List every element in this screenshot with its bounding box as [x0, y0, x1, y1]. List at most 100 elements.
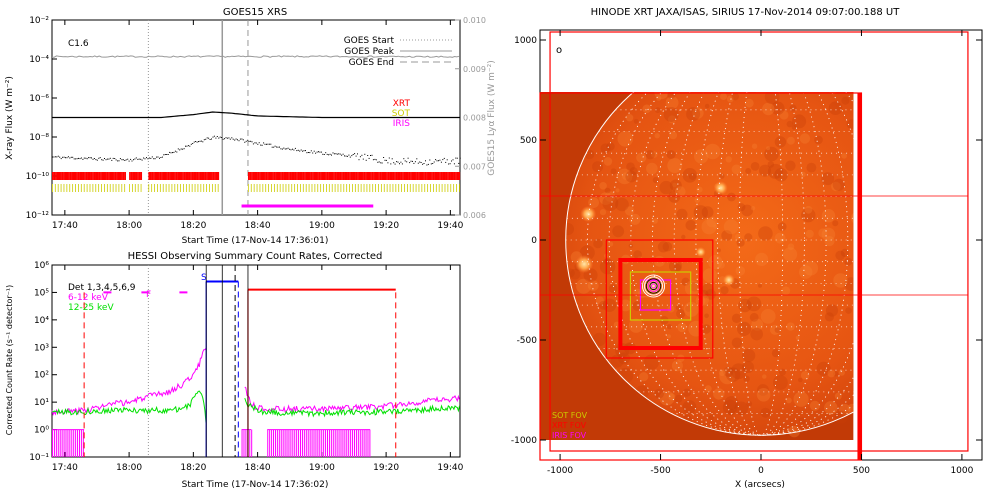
goes-long-point — [320, 151, 322, 153]
goes-xrt-frame — [456, 172, 459, 180]
hinode-texture-blob — [798, 417, 806, 425]
goes-long-point — [151, 156, 153, 158]
goes-xrt-frame — [408, 172, 411, 180]
goes-sot-frame — [165, 184, 167, 192]
goes-long-point — [442, 159, 444, 161]
goes-long-point — [276, 146, 278, 148]
goes-sot-frame — [323, 184, 324, 192]
hessi-y-tick-label: 10⁰ — [34, 426, 49, 436]
goes-xrt-frame — [256, 172, 258, 180]
hinode-x-tick-label: 0 — [758, 466, 764, 476]
goes-xrt-frame — [257, 172, 260, 180]
goes-long-point — [114, 158, 116, 159]
goes-long-point — [300, 149, 302, 151]
hinode-texture-blob — [669, 259, 682, 273]
goes-sot-frame — [363, 184, 365, 192]
goes-long-point — [247, 139, 249, 141]
goes-xrt-frame — [206, 172, 208, 180]
hinode-texture-blob — [633, 118, 639, 124]
hessi-atten-bar — [286, 429, 288, 457]
goes-sot-frame — [389, 184, 391, 192]
goes-long-point — [91, 157, 92, 159]
goes-xrt-frame — [390, 172, 393, 180]
hinode-texture-blob — [767, 163, 783, 179]
goes-long-point — [179, 149, 181, 151]
goes-long-point — [429, 159, 431, 161]
goes-sot-frame — [386, 184, 388, 192]
hinode-texture-blob — [659, 180, 673, 195]
goes-long-point — [274, 145, 276, 147]
goes-sot-frame — [131, 184, 133, 192]
goes-long-point — [231, 137, 233, 139]
goes-long-point — [362, 158, 364, 160]
hinode-texture-blob — [774, 136, 787, 148]
goes-long-point — [257, 143, 259, 145]
goes-long-point — [263, 142, 265, 144]
goes-long-point — [271, 146, 273, 148]
hessi-atten-bar — [278, 429, 280, 457]
goes-long-point — [385, 159, 387, 161]
goes-long-point — [273, 146, 275, 148]
goes-long-point — [255, 142, 257, 144]
goes-xrt-frame — [353, 172, 356, 180]
goes-xrt-frame — [109, 172, 112, 180]
hinode-texture-blob — [592, 332, 607, 347]
hinode-texture-blob — [615, 188, 620, 193]
hinode-target-contour — [651, 283, 656, 289]
goes-long-point — [135, 157, 137, 159]
goes-long-point — [182, 148, 184, 150]
hinode-texture-blob — [599, 182, 607, 190]
goes-long-point — [62, 156, 64, 158]
goes-long-point — [345, 155, 347, 157]
hinode-texture-blob — [677, 322, 687, 333]
hinode-texture-blob — [774, 232, 786, 244]
hinode-texture-blob — [694, 149, 709, 164]
goes-sot-frame — [378, 184, 379, 192]
goes-sot-frame — [140, 184, 142, 192]
hessi-y-tick-label: 10⁵ — [34, 288, 49, 298]
hessi-atten-bar — [367, 429, 369, 457]
hinode-texture-blob — [642, 104, 651, 114]
hinode-target-contour — [644, 276, 664, 296]
goes-sot-frame — [308, 184, 310, 192]
goes-xrt-frame — [58, 172, 61, 180]
hinode-longitude-line — [738, 92, 784, 436]
goes-xrt-frame — [124, 172, 126, 180]
goes-y-tick-label: 10⁻⁴ — [29, 55, 49, 65]
goes-long-point — [453, 163, 455, 165]
goes-sot-frame — [380, 184, 382, 192]
goes-long-point — [333, 153, 335, 155]
hinode-active-region — [713, 180, 728, 196]
goes-sot-frame — [89, 184, 91, 192]
hinode-texture-blob — [667, 158, 683, 174]
hessi-atten-bar — [75, 429, 77, 457]
hessi-atten-bar — [307, 429, 309, 457]
hessi-atten-bar — [311, 429, 313, 457]
hinode-texture-blob — [838, 369, 845, 376]
hinode-texture-blob — [682, 388, 692, 397]
hessi-atten-bar — [353, 429, 355, 457]
goes-long-point — [134, 158, 136, 160]
goes-xrt-frame — [432, 172, 435, 180]
goes-xrt-frame — [178, 172, 181, 180]
goes-long-point — [193, 141, 195, 143]
hessi-atten-bar — [334, 429, 336, 457]
goes-xrt-frame — [162, 172, 165, 180]
hessi-atten-bar — [313, 429, 315, 457]
goes-sot-frame — [247, 184, 249, 192]
hessi-atten-bar — [249, 429, 251, 457]
hinode-target-contour — [645, 278, 662, 294]
goes-y2-tick-label: 0.006 — [463, 211, 486, 220]
hinode-texture-blob — [622, 172, 630, 180]
hinode-texture-blob — [608, 284, 618, 293]
goes-xrt-frame — [304, 172, 306, 180]
goes-xrt-frame — [326, 172, 329, 180]
hinode-texture-blob — [755, 252, 769, 266]
goes-xrt-frame — [100, 172, 102, 180]
hinode-texture-blob — [587, 280, 599, 291]
goes-long-point — [316, 151, 318, 153]
hinode-texture-blob — [769, 324, 781, 335]
goes-long-point — [69, 157, 71, 159]
hessi-y-tick-label: 10⁴ — [34, 316, 49, 326]
goes-xrt-frame — [153, 172, 155, 180]
